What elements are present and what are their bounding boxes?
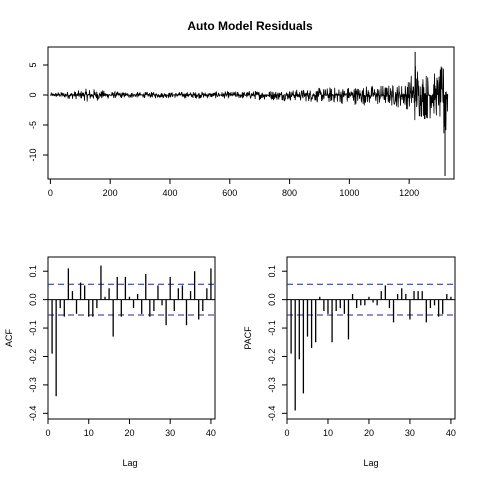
pacf-panel: 0 10 20 30 40 0.1 0.0 -0.1 -0.2 -0.3 -0.4 — [267, 256, 456, 438]
x-tick-label: 1000 — [339, 188, 359, 198]
acf-ylabel: ACF — [4, 328, 14, 347]
x-tick-label: 800 — [282, 188, 297, 198]
pacf-ylabel: PACF — [243, 326, 253, 350]
acf-y-tick-label: -0.2 — [28, 349, 38, 365]
residuals-plot-frame — [47, 46, 455, 180]
acf-x-tick-label: 30 — [165, 428, 175, 438]
pacf-x-tick-label: 30 — [405, 428, 415, 438]
acf-y-tick-label: 0.0 — [28, 293, 38, 306]
acf-y-tick-label: -0.4 — [28, 406, 38, 422]
x-tick-label: 400 — [162, 188, 177, 198]
pacf-y-tick-label: -0.4 — [267, 406, 277, 422]
y-tick-label: 0 — [28, 92, 38, 97]
pacf-y-tick-label: -0.3 — [267, 377, 277, 393]
y-tick-label: 5 — [28, 62, 38, 67]
acf-x-tick-label: 20 — [124, 428, 134, 438]
acf-panel: 0 10 20 30 40 0.1 0.0 -0.1 -0.2 -0.3 -0.4 — [28, 256, 216, 438]
acf-x-tick-label: 10 — [84, 428, 94, 438]
acf-xlabel: Lag — [122, 458, 137, 468]
acf-x-tick-label: 0 — [45, 428, 50, 438]
x-tick-label: 600 — [222, 188, 237, 198]
x-tick-label: 0 — [48, 188, 53, 198]
pacf-y-tick-label: 0.0 — [267, 293, 277, 306]
pacf-x-tick-label: 10 — [323, 428, 333, 438]
pacf-y-tick-label: -0.2 — [267, 349, 277, 365]
pacf-plot-frame — [286, 256, 456, 420]
residuals-panel: 0 200 400 600 800 1000 1200 5 0 -5 -10 — [28, 46, 455, 198]
acf-plot-frame — [47, 256, 216, 420]
pacf-x-tick-label: 20 — [364, 428, 374, 438]
pacf-y-tick-label: -0.1 — [267, 320, 277, 336]
acf-y-tick-label: -0.1 — [28, 320, 38, 336]
acf-y-tick-label: -0.3 — [28, 377, 38, 393]
pacf-x-tick-label: 0 — [284, 428, 289, 438]
acf-x-tick-label: 40 — [206, 428, 216, 438]
acf-y-tick-label: 0.1 — [28, 265, 38, 278]
x-tick-label: 1200 — [399, 188, 419, 198]
y-tick-label: -10 — [28, 148, 38, 161]
pacf-x-tick-label: 40 — [446, 428, 456, 438]
y-tick-label: -5 — [28, 121, 38, 129]
residuals-line — [50, 66, 449, 134]
x-tick-label: 200 — [103, 188, 118, 198]
chart-title: Auto Model Residuals — [187, 19, 313, 33]
pacf-y-tick-label: 0.1 — [267, 265, 277, 278]
pacf-xlabel: Lag — [363, 458, 378, 468]
